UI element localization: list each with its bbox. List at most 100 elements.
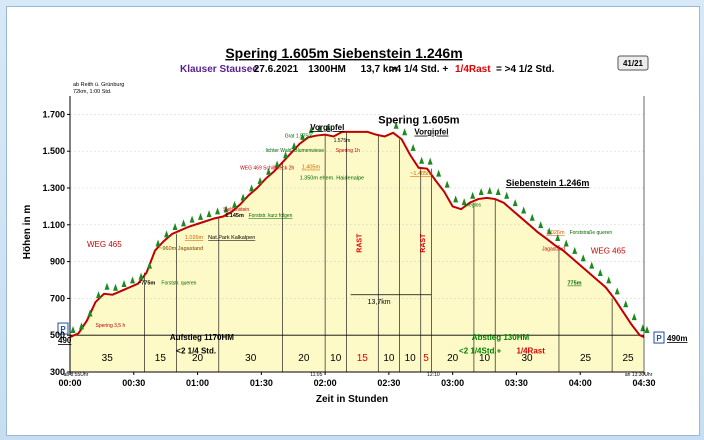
y-tick-label: 1.500 [42,146,65,156]
segment-minutes-label: 25 [622,353,634,364]
tree-marker [461,198,467,206]
tree-marker [478,188,484,196]
tree-marker [291,142,297,150]
tree-marker [436,169,442,177]
tree-marker [563,239,569,247]
tree-marker [155,239,161,247]
annotation-label: lichter Wald, Blumenwiese [266,148,325,154]
tree-marker [644,326,650,334]
profile-line [69,130,645,338]
annotation-label: 1.575m [334,138,351,144]
corner-note-line-1: ab Reith ü. Grünburg [73,82,124,88]
segment-minutes-label: 30 [522,353,534,364]
segment-minutes-label: 5 [423,353,429,364]
tree-marker [597,269,603,276]
annotation-label: weglos [465,202,481,208]
annotation-label: Nat.Park Kalkalpen [208,235,255,241]
tree-marker [546,227,552,235]
parking-icon [57,322,69,335]
y-tick-label: 1.700 [42,109,65,119]
x-tick-label: 00:30 [122,378,145,388]
tree-marker [487,186,493,194]
tree-marker [96,291,102,299]
tree-marker [232,200,238,208]
tree-marker [419,156,425,164]
tree-marker [402,128,408,136]
x-tick-label: 04:30 [632,378,655,388]
annotation-label: 12:10 [427,372,440,378]
tree-marker [606,276,612,284]
corner-note: ab Reith ü. Grünburg 72km, 1:00 Std. [73,82,124,95]
y-axis-label: Höhen in m [22,205,33,260]
tree-marker [470,191,476,199]
profile-area [70,131,644,372]
annotation-label: 11:05 [310,372,322,378]
chart-subtitle: Klauser Stausee 27.6.2021 1300HM 13,7 km… [180,64,555,75]
profile-line-path [69,130,645,338]
annotation-label: Abstieg 130HM [472,333,530,342]
subtitle-elev-gain: 1300HM [308,64,346,75]
annotation-label: WEG 469 Schillereck 2h [240,166,294,172]
y-tick-label: 700 [50,293,65,303]
annotation-label: Grat 1.575m [285,133,313,139]
tree-marker [113,283,119,291]
annotation-label: 775m [567,281,581,287]
page-badge-box [617,55,649,71]
parking-symbol: P [60,325,66,334]
y-tick-label: 1.100 [42,220,65,230]
segment-minutes-label: 20 [192,353,204,364]
annotation-label: Vorgipfel [414,128,448,137]
x-tick-label: 02:00 [314,378,337,388]
tree-marker [308,126,314,134]
tree-marker [504,191,510,199]
segment-minutes-label: 10 [405,353,417,364]
tree-marker [104,282,110,290]
tree-marker [427,157,433,165]
x-tick-label: 02:30 [377,378,400,388]
segment-minutes-label: 10 [479,353,491,364]
segment-minutes-label: 30 [245,353,257,364]
tree-marker [580,254,586,262]
tree-marker [444,180,450,188]
annotation-label: Forststraße queren [570,230,613,236]
x-tick-label: 03:00 [441,378,464,388]
parking-left: P 490 [57,322,72,345]
tree-marker [121,280,127,288]
segment-minutes-label: 15 [155,353,167,364]
tree-marker [521,206,527,214]
annotation-label: Forststr. kurz folgen [249,213,293,219]
tree-marker [206,210,212,218]
tree-marker [274,160,280,168]
tree-marker [266,167,272,175]
tree-marker [572,246,578,254]
tree-marker [130,276,136,284]
annotation-label: 1.405m [302,165,321,171]
annotation-label: ~1.405m [410,171,432,177]
annotation-label: ~960m Jagastand [159,246,203,252]
tree-marker [215,207,221,215]
tree-marker [79,322,85,330]
annotation-label: Siebenstein 1.246m [506,178,590,188]
y-tick-label: 500 [50,330,65,340]
annotation-label: 1.026m [546,230,565,236]
tree-marker [317,124,323,132]
subtitle-rast: 1/4Rast [455,64,491,75]
rast-label: RAST [356,233,363,253]
parking-symbol: P [656,334,662,343]
axes: 300 500 700 900 1.100 1.300 1.500 1.700 00:00 00:… [42,96,656,388]
tree-marker [495,188,501,196]
tree-marker [589,261,595,269]
tree-marker [529,213,535,221]
tree-marker [640,324,646,332]
segment-minutes-label: 25 [580,353,592,364]
tree-marker [453,195,459,203]
page-badge: 41/21 [617,55,649,71]
annotation-label: Spering 3,5 h [96,323,126,329]
annotations: Spering 1.605mVorgipfelVorgipfelSiebenst… [57,115,687,378]
annotation-label: 1.350m ehem. Haidenalpe [300,176,365,182]
annotation-label: <2 1/4 Std. [176,347,216,356]
subtitle-date: 27.6.2021 [254,64,299,75]
annotation-label: 13,7km [368,299,391,306]
y-tick-label: 300 [50,367,65,377]
